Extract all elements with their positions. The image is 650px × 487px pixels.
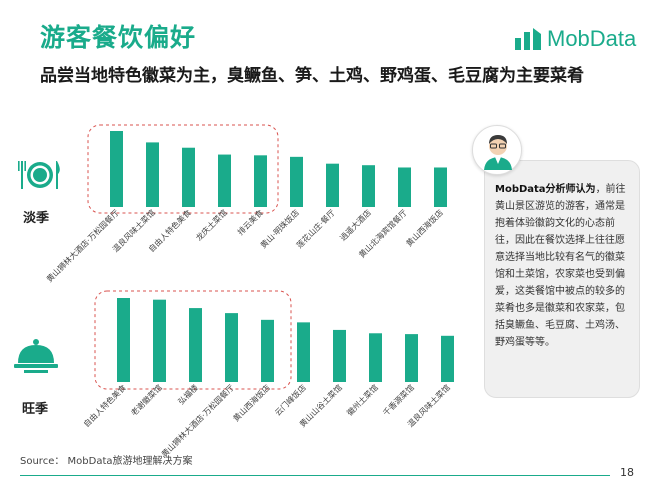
category-tick-label: 自由人特色美食 [81, 382, 128, 429]
logo-text: MobData [547, 26, 637, 51]
bar [441, 335, 454, 382]
bar [297, 322, 310, 382]
bar [405, 334, 418, 382]
top-five-highlight-box [87, 124, 279, 214]
bar [434, 167, 447, 207]
bar [189, 308, 202, 382]
bar [369, 333, 382, 382]
category-tick-label: 黄山狮林大酒店·万松园餐厅 [44, 207, 121, 284]
category-tick-label: 弘福楼 [176, 382, 200, 406]
category-tick-label: 千香源菜馆 [381, 382, 416, 417]
category-tick-label: 黄山西海饭店 [404, 207, 445, 248]
category-tick-label: 云门峰饭店 [273, 382, 308, 417]
category-tick-label: 老谢徽菜馆 [129, 382, 164, 417]
bar [398, 167, 411, 207]
category-tick-label: 逍遥大酒店 [338, 207, 373, 242]
top-five-highlight-box [94, 290, 292, 390]
plate-fork-knife-icon [18, 158, 62, 196]
bar [218, 154, 231, 207]
page-number: 18 [620, 466, 634, 479]
bar [146, 142, 159, 207]
bar [326, 163, 339, 207]
bar [333, 329, 346, 382]
category-tick-label: 莲花山庄·餐厅 [294, 207, 337, 250]
bar [117, 298, 130, 382]
bar [153, 299, 166, 382]
bar [290, 156, 303, 207]
category-tick-label: 排云美食 [235, 207, 265, 237]
bottom-divider [20, 475, 610, 476]
peak-season-label: 旺季 [22, 402, 49, 417]
category-tick-label: 黄山西海饭店 [231, 382, 272, 423]
page-title: 游客餐饮偏好 [40, 23, 197, 52]
bar [225, 313, 238, 382]
analyst-body: ，前往黄山景区游览的游客，通常是抱着体验徽韵文化的心态前往，因此在餐饮选择上往往… [495, 184, 626, 348]
mobdata-logo-icon [515, 28, 541, 50]
analyst-lead: MobData分析师认为 [495, 184, 596, 195]
serving-cloche-icon [14, 337, 58, 381]
bar [110, 131, 123, 207]
category-tick-label: 徽州土菜馆 [345, 382, 380, 417]
analyst-comment-card: MobData分析师认为，前往黄山景区游览的游客，通常是抱着体验徽韵文化的心态前… [484, 160, 640, 398]
bar [182, 147, 195, 207]
analyst-avatar-icon [472, 125, 522, 175]
brand-logo: MobData [515, 26, 636, 52]
bar [261, 319, 274, 382]
bar [362, 165, 375, 207]
page-subtitle: 品尝当地特色徽菜为主，臭鳜鱼、笋、土鸡、野鸡蛋、毛豆腐为主要菜肴 [40, 66, 584, 86]
category-tick-label: 龙庆土菜馆 [194, 207, 229, 242]
category-tick-label: 黄山狮林大酒店·万松园餐厅 [159, 382, 236, 459]
bar [254, 155, 267, 207]
off-season-label: 淡季 [23, 211, 50, 226]
source-note: Source： MobData旅游地理解决方案 [20, 456, 193, 467]
